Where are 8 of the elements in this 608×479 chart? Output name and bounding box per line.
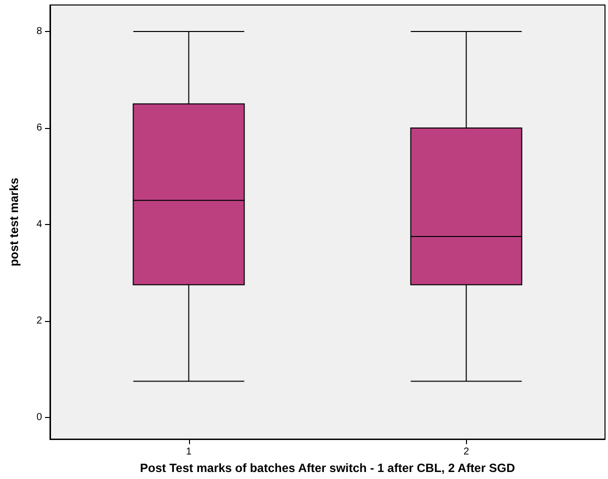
y-tick-label: 2 (36, 315, 42, 326)
x-axis-title: Post Test marks of batches After switch - 1 after CBL, 2 After SGD (140, 461, 516, 475)
y-tick-label: 4 (36, 218, 42, 230)
y-tick-label: 0 (36, 412, 42, 423)
y-axis-title: post test marks (7, 177, 21, 266)
x-tick-label: 1 (186, 446, 192, 458)
y-tick-label: 8 (36, 26, 42, 38)
y-tick-label: 6 (36, 122, 42, 134)
